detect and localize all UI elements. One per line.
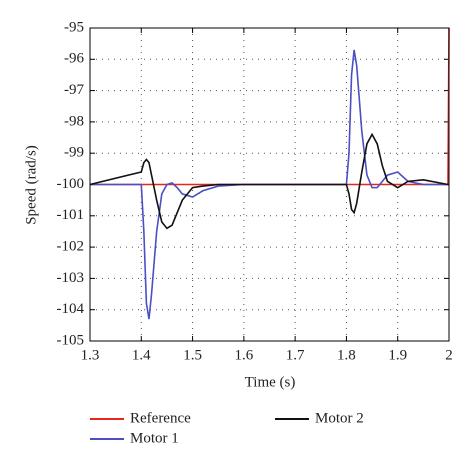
legend-label: Reference xyxy=(130,410,191,426)
series-line xyxy=(89,132,449,230)
x-axis-label: Time (s) xyxy=(245,374,296,390)
y-tick-label: -97 xyxy=(64,82,84,98)
y-tick-label: -103 xyxy=(57,270,85,286)
y-tick-label: -96 xyxy=(64,51,84,67)
y-tick-label: -98 xyxy=(64,113,84,129)
x-tick-label: 1.9 xyxy=(388,347,407,363)
y-tick-label: -105 xyxy=(57,332,85,348)
y-tick-label: -99 xyxy=(64,145,84,161)
x-tick-label: 1.8 xyxy=(337,347,356,363)
y-tick-label: -95 xyxy=(64,19,84,35)
x-tick-label: 1.5 xyxy=(183,347,202,363)
x-tick-label: 1.6 xyxy=(234,347,253,363)
x-tick-label: 1.7 xyxy=(286,347,305,363)
x-tick-label: 1.4 xyxy=(132,347,151,363)
series-line xyxy=(90,27,450,186)
legend-label: Motor 2 xyxy=(315,410,364,426)
x-tick-label: 1.3 xyxy=(81,347,100,363)
legend-label: Motor 1 xyxy=(130,430,179,446)
y-axis-label: Speed (rad/s) xyxy=(23,145,39,225)
y-tick-label: -101 xyxy=(57,207,85,223)
plot-frame xyxy=(89,27,450,342)
y-tick-label: -100 xyxy=(57,176,85,192)
x-tick-label: 2 xyxy=(445,347,453,363)
y-tick-label: -102 xyxy=(57,239,85,255)
y-tick-label: -104 xyxy=(57,301,85,317)
